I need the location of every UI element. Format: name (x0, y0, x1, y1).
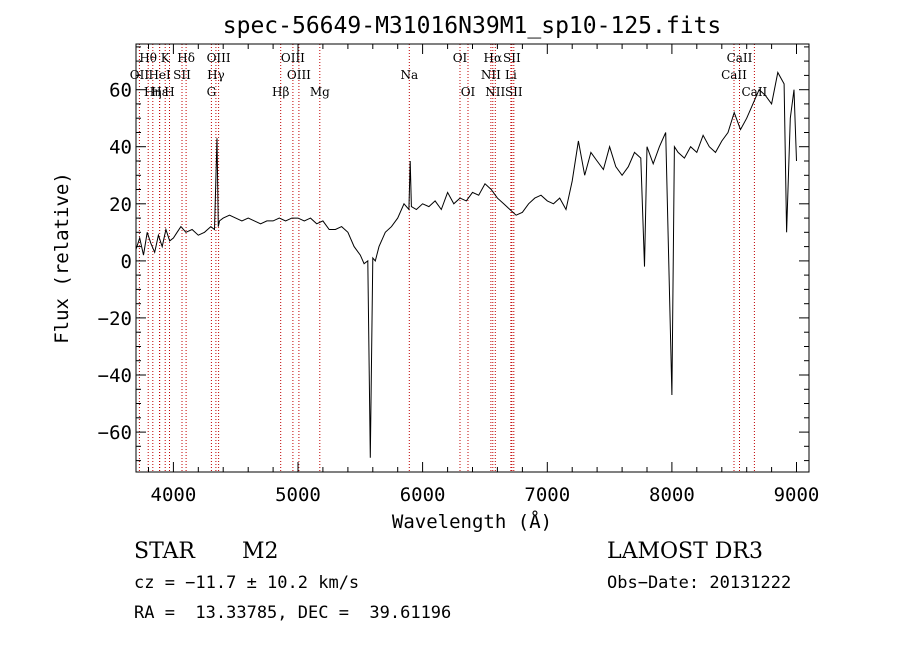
object-subclass: M2 (242, 539, 279, 564)
line-label-12: OIII (281, 51, 305, 65)
x-tick-label-2: 6000 (400, 484, 446, 506)
y-tick-label-4: 20 (109, 194, 132, 216)
y-axis-ticks: −60 −40 −20 0 20 40 60 (98, 46, 809, 462)
line-label-11: G (207, 85, 217, 99)
y-tick-label-3: 0 (121, 251, 132, 273)
y-tick-label-1: −40 (98, 365, 132, 387)
line-label-27: CaII (741, 85, 767, 99)
x-tick-label-0: 4000 (151, 484, 197, 506)
line-label-22: SII (503, 51, 521, 65)
x-tick-label-5: 9000 (774, 484, 820, 506)
line-label-6: SII (173, 68, 191, 82)
coordinates: RA = 13.33785, DEC = 39.61196 (134, 603, 452, 623)
y-tick-label-0: −60 (98, 422, 132, 444)
line-label-3: Hε (151, 85, 168, 99)
line-label-19: Hα (484, 51, 503, 65)
line-label-17: OI (453, 51, 468, 65)
plot-frame (135, 43, 810, 473)
observation-date: Obs−Date: 20131222 (607, 573, 792, 593)
line-label-8: Hδ (177, 51, 195, 65)
line-label-13: OIII (287, 68, 311, 82)
line-label-21: NII (485, 85, 505, 99)
object-class: STAR (134, 539, 195, 564)
line-label-23: Li (505, 68, 517, 82)
y-tick-label-6: 60 (109, 80, 132, 102)
line-label-0: Hθ (139, 51, 157, 65)
survey-name: LAMOST DR3 (607, 539, 763, 564)
spectrum-series (135, 71, 797, 458)
y-tick-label-5: 40 (109, 137, 132, 159)
line-label-9: OIII (207, 51, 231, 65)
spectral-line-markers (138, 44, 755, 472)
x-axis-ticks: 4000 5000 6000 7000 8000 9000 (148, 44, 820, 506)
line-label-18: OI (461, 85, 476, 99)
line-label-26: CaII (721, 68, 747, 82)
line-label-2: Hη (144, 85, 162, 99)
spectrum-line (135, 71, 797, 458)
x-tick-label-1: 5000 (275, 484, 321, 506)
line-label-5: K (161, 51, 171, 65)
x-tick-label-3: 7000 (524, 484, 570, 506)
y-tick-label-2: −20 (98, 308, 132, 330)
x-tick-label-4: 8000 (649, 484, 695, 506)
line-label-24: SII (505, 85, 523, 99)
line-label-20: NII (481, 68, 501, 82)
y-axis-label: Flux (relative) (51, 172, 73, 344)
line-label-25: CaII (727, 51, 753, 65)
redshift-velocity: cz = −11.7 ± 10.2 km/s (134, 573, 360, 593)
line-label-16: Na (400, 68, 418, 82)
line-label-4: HeI (148, 68, 171, 82)
line-label-15: Mg (310, 85, 330, 99)
line-label-14: Hβ (272, 85, 289, 99)
chart-title: spec-56649-M31016N39M1_sp10-125.fits (223, 13, 722, 39)
line-label-7: H (164, 85, 174, 99)
line-label-10: Hγ (207, 68, 225, 82)
x-axis-label: Wavelength (Å) (392, 510, 552, 533)
